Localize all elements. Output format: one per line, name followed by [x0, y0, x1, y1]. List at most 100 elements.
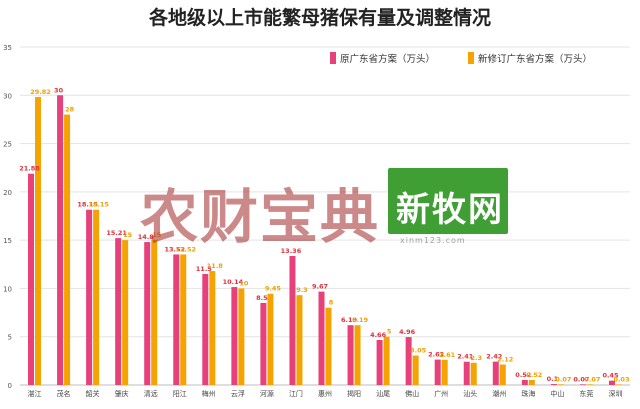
data-label-revised: 29.82	[30, 88, 51, 96]
data-label-revised: 6.19	[352, 316, 369, 324]
bar-revised	[441, 359, 448, 385]
bar-original	[376, 339, 383, 385]
data-label-revised: 0.07	[555, 375, 571, 383]
data-label-original: 30	[54, 86, 64, 94]
x-tick-label: 汕尾	[376, 389, 390, 398]
data-label-revised: 18.15	[88, 201, 109, 209]
bar-revised	[499, 364, 506, 385]
bar-revised	[209, 271, 216, 385]
x-tick-label: 揭阳	[347, 389, 361, 398]
bar-revised	[586, 384, 593, 385]
bar-revised	[412, 355, 419, 385]
data-label-original: 9.67	[312, 283, 328, 291]
data-label-original: 11.5	[196, 265, 213, 273]
x-tick-label: 中山	[550, 389, 564, 398]
watermark-nongcai: 农财宝典	[140, 183, 381, 251]
bar-revised	[470, 362, 477, 385]
bar-revised	[151, 240, 158, 385]
data-label-revised: 15	[123, 231, 133, 239]
x-tick-label: 江门	[289, 389, 303, 398]
bar-original	[144, 242, 151, 385]
data-label-original: 4.66	[370, 331, 387, 339]
bar-original	[550, 384, 557, 385]
bar-original	[579, 384, 586, 385]
data-label-revised: 2.61	[439, 351, 456, 359]
legend-label-revised: 新修订广东省方案（万头）	[478, 53, 592, 65]
x-tick-label: 清远	[144, 389, 158, 398]
bar-original	[115, 238, 122, 385]
x-tick-label: 肇庆	[115, 389, 129, 398]
bar-original	[521, 379, 528, 385]
bar-revised	[615, 384, 622, 385]
bar-revised	[354, 325, 361, 385]
data-label-revised: 3.05	[410, 347, 427, 355]
bar-revised	[93, 209, 100, 385]
x-tick-label: 惠州	[318, 389, 332, 398]
legend-swatch-revised	[468, 52, 474, 64]
bar-revised	[557, 384, 564, 385]
data-label-revised: 9.45	[265, 285, 282, 293]
x-tick-label: 深圳	[608, 389, 622, 398]
x-tick-label: 阳江	[173, 389, 187, 398]
bar-original	[86, 209, 93, 385]
data-label-original: 0.07	[573, 375, 589, 383]
bar-original	[28, 173, 35, 385]
bar-original	[318, 291, 325, 385]
bar-original	[434, 359, 441, 385]
bar-revised	[528, 379, 535, 385]
data-label-revised: 5	[387, 328, 392, 336]
bar-original	[492, 361, 499, 385]
data-label-revised: 13.52	[175, 245, 196, 253]
data-label-original: 10.14	[223, 278, 244, 286]
y-tick-label: 30	[3, 92, 12, 100]
y-tick-label: 5	[8, 334, 12, 342]
legend-swatch-original	[330, 52, 336, 64]
data-label-revised: 0.07	[584, 375, 600, 383]
bar-revised	[383, 336, 390, 385]
data-label-revised: 9.3	[296, 286, 308, 294]
bar-revised	[267, 293, 274, 385]
bar-original	[405, 337, 412, 385]
bar-revised	[325, 307, 332, 385]
data-label-revised: 2.12	[497, 356, 513, 364]
x-tick-label: 茂名	[57, 389, 71, 398]
data-label-original: 0.52	[515, 371, 531, 379]
bar-layer	[28, 95, 622, 386]
bar-original	[608, 380, 615, 385]
axis-layer: 0 5 10 15 20 25 30 35 湛江 茂名 韶关 肇庆 清远 阳江 梅州 云浮 河源 江门 惠州 揭阳 汕尾…	[3, 44, 630, 398]
x-tick-label: 潮州	[492, 389, 506, 398]
bar-revised	[180, 254, 187, 385]
data-label-original: 0.1	[547, 375, 559, 383]
data-label-original: 18.15	[77, 201, 98, 209]
bar-original	[260, 302, 267, 385]
data-label-original: 2.63	[428, 351, 444, 359]
x-tick-label: 韶关	[86, 389, 100, 398]
x-tick-label: 云浮	[231, 389, 245, 398]
bar-revised	[238, 288, 245, 385]
data-label-revised: 11.8	[207, 262, 224, 270]
chart-title: 各地级以上市能繁母猪保有量及调整情况	[148, 6, 491, 29]
data-label-original: 13.36	[281, 247, 302, 255]
data-label-original: 2.41	[457, 353, 474, 361]
data-label-revised: 0.52	[526, 371, 542, 379]
y-tick-label: 20	[3, 189, 12, 197]
data-label-revised: 15	[152, 231, 162, 239]
x-tick-label: 汕头	[463, 389, 477, 398]
legend: 原广东省方案（万头） 新修订广东省方案（万头）	[330, 52, 592, 65]
bar-original	[347, 325, 354, 385]
x-tick-label: 珠海	[521, 389, 535, 398]
watermark-xinmu-box	[388, 168, 508, 234]
x-tick-label: 佛山	[405, 389, 419, 398]
bar-original	[202, 273, 209, 385]
data-label-original: 0.45	[602, 372, 619, 380]
bar-original	[173, 254, 180, 385]
y-tick-label: 15	[3, 237, 12, 245]
y-tick-label: 10	[3, 285, 12, 293]
y-tick-label: 35	[3, 44, 12, 52]
x-tick-label: 河源	[260, 389, 274, 398]
bar-revised	[35, 97, 42, 386]
data-label-revised: 28	[65, 106, 75, 114]
data-label-original: 15.21	[106, 229, 127, 237]
